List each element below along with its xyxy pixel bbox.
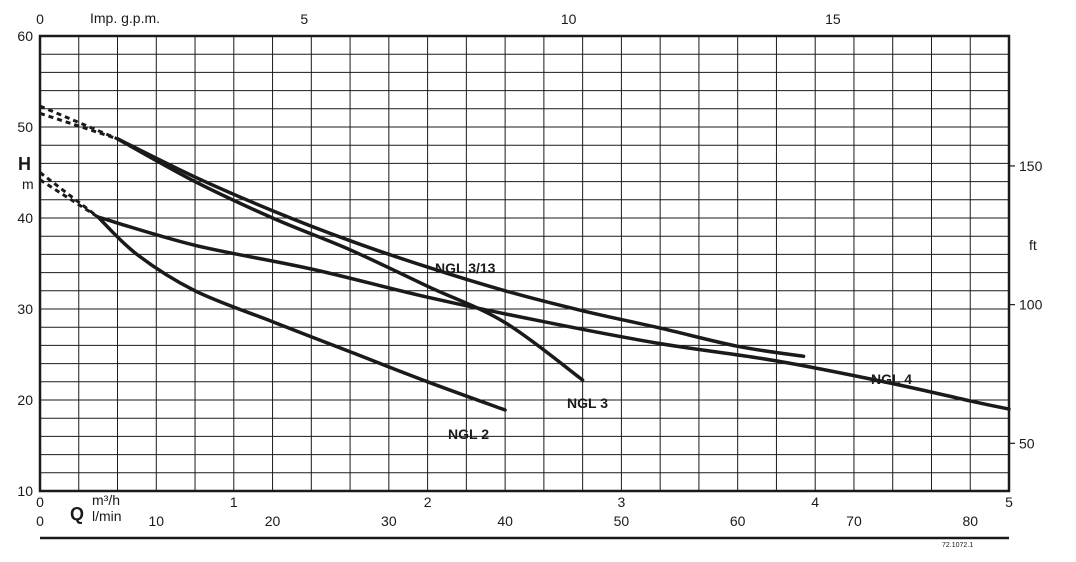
plot-frame [38, 34, 1011, 493]
x-tick-label-igpm: 15 [825, 11, 841, 27]
x-axis-unit-igpm: Imp. g.p.m. [90, 10, 160, 26]
curve-dashed-ngl-4 [39, 171, 100, 219]
curve-ngl-2 [96, 215, 507, 412]
x-tick-label-m3h: 1 [230, 494, 238, 510]
x-tick-label-m3h: 4 [811, 494, 819, 510]
x-tick-label-lmin: 40 [497, 513, 513, 529]
curve-ngl-3 [115, 137, 585, 382]
x-tick-label-lmin: 10 [148, 513, 164, 529]
y-right-tick-label: 50 [1019, 435, 1035, 451]
series-label-ngl3: NGL 3 [567, 395, 608, 411]
y-tick-label: 10 [17, 483, 33, 499]
y-tick-label: 30 [17, 301, 33, 317]
series-label-ngl313: NGL 3/13 [435, 260, 496, 276]
x-axis-unit-m3h: m³/h [92, 492, 120, 508]
x-tick-label-lmin: 0 [36, 513, 44, 529]
curve-dashed-ngl-2 [39, 178, 99, 219]
x-axis-unit-lmin: l/min [92, 508, 122, 524]
x-tick-label-igpm: 5 [300, 11, 308, 27]
x-tick-label-lmin: 70 [846, 513, 862, 529]
x-tick-label-lmin: 30 [381, 513, 397, 529]
y-tick-label: 50 [17, 119, 33, 135]
x-tick-label-igpm: 10 [561, 11, 577, 27]
y-tick-label: 60 [17, 28, 33, 44]
x-tick-label-m3h: 5 [1005, 494, 1013, 510]
y-right-axis-label: ft [1029, 237, 1037, 253]
x-axis-label: Q [70, 504, 84, 524]
x-tick-label-igpm: 0 [36, 11, 44, 27]
y-right-tick-label: 150 [1019, 158, 1043, 174]
y-tick-label: 40 [17, 210, 33, 226]
y-right-tick-label: 100 [1019, 297, 1043, 313]
curve-dashed-ngl-3-13 [39, 111, 118, 141]
y-axis-label: H [18, 154, 31, 174]
curve-ngl-4 [96, 215, 1011, 411]
series-label-ngl4: NGL 4 [871, 371, 912, 387]
pump-curves [39, 104, 1011, 412]
drawing-code: 72.1072.1 [942, 542, 973, 549]
curve-ngl-3-13 [115, 137, 806, 359]
x-tick-label-m3h: 0 [36, 494, 44, 510]
x-tick-label-m3h: 2 [424, 494, 432, 510]
x-tick-label-lmin: 80 [962, 513, 978, 529]
series-label-ngl2: NGL 2 [448, 426, 489, 442]
x-tick-label-lmin: 60 [730, 513, 746, 529]
x-tick-label-lmin: 20 [265, 513, 281, 529]
x-tick-label-m3h: 3 [618, 494, 626, 510]
plot-grid [40, 36, 1009, 491]
y-axis-unit: m [22, 176, 34, 192]
y-tick-label: 20 [17, 392, 33, 408]
x-tick-label-lmin: 50 [614, 513, 630, 529]
